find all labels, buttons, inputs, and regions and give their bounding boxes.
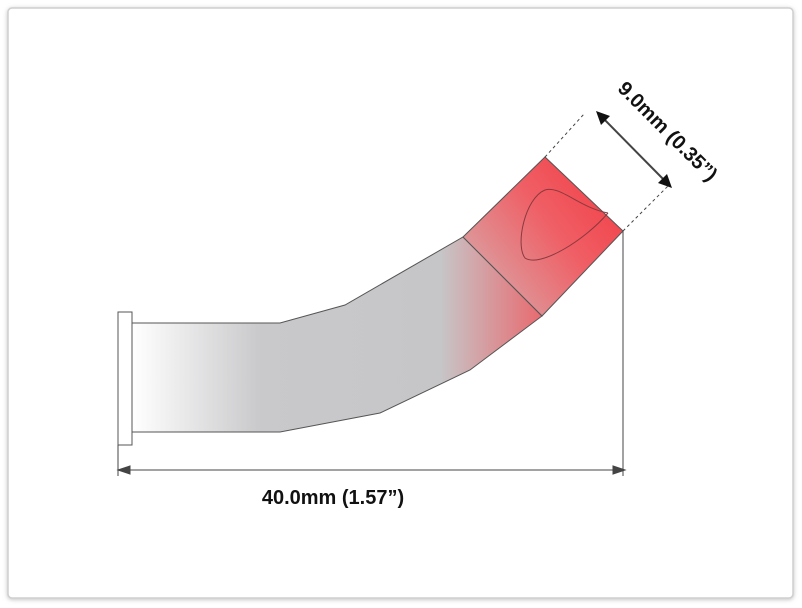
tip-drawing	[117, 156, 624, 446]
dimension-lines	[116, 111, 672, 476]
length-label: 40.0mm (1.57”)	[262, 487, 404, 509]
